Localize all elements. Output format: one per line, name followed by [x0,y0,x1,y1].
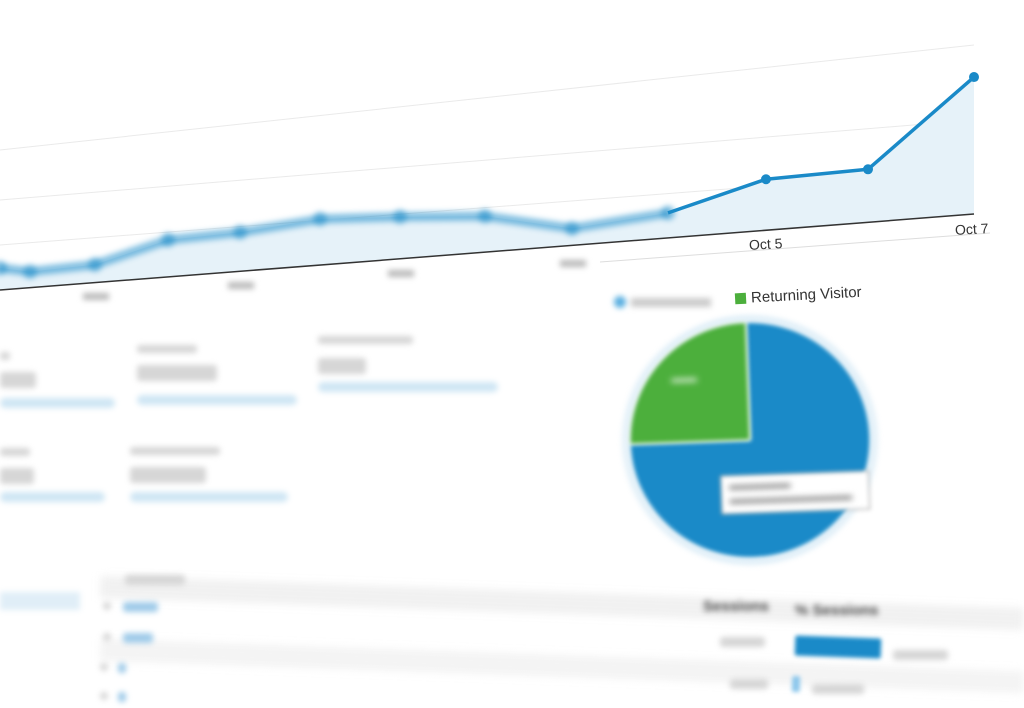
pie-tooltip [720,470,871,515]
x-tick-label-blurred [388,270,414,277]
data-point [969,72,979,83]
series-line [667,75,976,215]
x-tick-label-blurred [228,282,254,289]
data-point [233,225,247,240]
session-share-bar [794,635,881,659]
pie-halo [623,316,877,564]
series-line [0,208,669,277]
data-point [761,174,771,185]
data-point [313,212,327,227]
header-sessions[interactable]: Sessions [703,598,769,615]
x-axis [0,213,975,291]
data-point [863,164,873,175]
data-point [393,209,407,224]
data-point [478,209,492,224]
pie-slice-label [671,376,697,384]
blurred-line-segment [0,205,675,300]
data-point [565,221,579,236]
session-share-bar [791,675,801,693]
pie-group [623,316,877,564]
pie-tooltip-text [729,482,791,491]
pie-slice [629,321,751,445]
axis-divider [599,232,991,263]
data-point [161,232,175,247]
gridline [0,119,975,201]
x-tick-label-blurred [560,260,586,267]
data-point [23,264,37,279]
pie-tooltip-text [729,494,853,505]
legend-other-visitor [614,296,711,308]
gridline [0,44,975,151]
header-percent-sessions[interactable]: % Sessions [795,602,879,619]
data-point [88,257,102,272]
x-tick-label-blurred [83,293,109,300]
data-point [0,261,7,275]
sharp-line-segment [667,72,979,215]
